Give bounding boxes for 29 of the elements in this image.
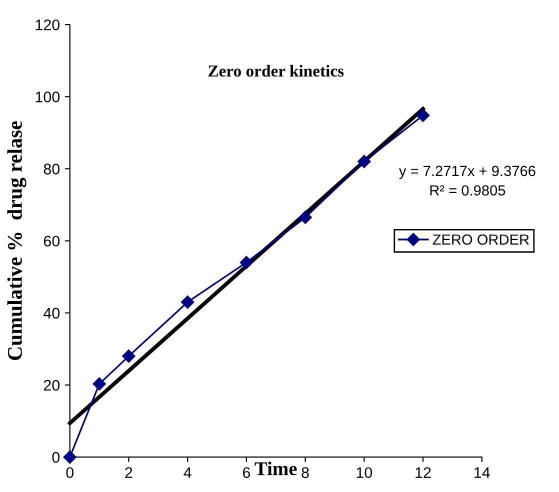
x-tick-label: 0	[66, 467, 74, 478]
y-tick-label: 60	[44, 236, 60, 247]
point	[240, 256, 254, 270]
x-tick-label: 14	[474, 467, 490, 478]
legend-label: ZERO ORDER	[432, 234, 529, 245]
annotation: R² = 0.9805	[430, 185, 506, 196]
annotation: y = 7.2717x + 9.3766	[398, 166, 536, 179]
point	[416, 108, 430, 122]
y-tick-label: 20	[44, 380, 60, 391]
x-tick-label: 10	[356, 467, 372, 478]
point	[298, 210, 312, 224]
point	[92, 377, 106, 390]
x-tick-label: 12	[416, 467, 431, 478]
y-tick-label: 100	[36, 92, 60, 102]
point	[63, 450, 76, 464]
x-tick-label: 2	[125, 467, 132, 478]
point	[122, 350, 136, 363]
y-tick-label: 80	[44, 164, 60, 174]
y-axis-title: Cumulative % drug relase	[7, 121, 26, 360]
x-axis-title: Time	[254, 462, 297, 476]
point	[358, 154, 371, 168]
x-tick-label: 8	[302, 467, 309, 478]
y-tick-label: 40	[44, 308, 60, 319]
y-tick-label: 0	[52, 452, 60, 463]
point	[180, 296, 194, 309]
text: Zero order kinetics	[208, 64, 344, 77]
x-tick-label: 6	[242, 467, 250, 478]
y-tick-label: 120	[36, 19, 60, 30]
x-tick-label: 4	[184, 467, 192, 478]
